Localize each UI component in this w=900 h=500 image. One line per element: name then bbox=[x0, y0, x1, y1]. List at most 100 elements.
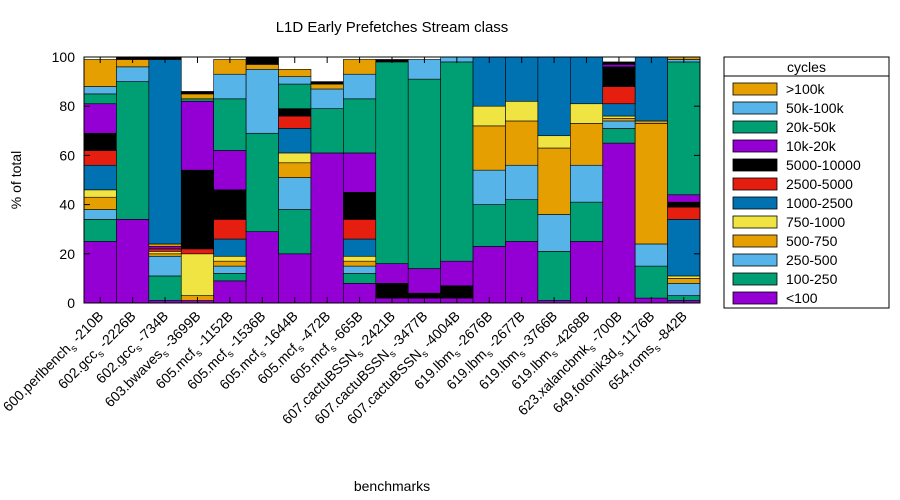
legend-label: 1000-2500 bbox=[786, 195, 853, 211]
bar-segment bbox=[83, 103, 117, 134]
bar-segment bbox=[180, 253, 214, 296]
bar-segment bbox=[667, 61, 701, 196]
bar-segment bbox=[472, 169, 506, 205]
bar-segment bbox=[343, 260, 377, 267]
bar-segment bbox=[83, 59, 117, 87]
bar-segment bbox=[278, 115, 312, 129]
bar-segment bbox=[278, 83, 312, 109]
bar-segment bbox=[570, 164, 604, 203]
bar-segment bbox=[505, 241, 539, 304]
bar-segment bbox=[278, 209, 312, 255]
bar-segment bbox=[278, 76, 312, 85]
bar-segment bbox=[116, 219, 150, 304]
bar-segment bbox=[213, 255, 247, 262]
bar-segment bbox=[148, 255, 182, 277]
bar-segment bbox=[472, 246, 506, 304]
legend-label: >100k bbox=[786, 81, 826, 97]
legend-swatch bbox=[732, 234, 778, 248]
bar-segment bbox=[148, 243, 182, 247]
bar-segment bbox=[343, 238, 377, 257]
bar-segment bbox=[375, 283, 409, 299]
legend-label: 10k-20k bbox=[786, 138, 837, 154]
bar-segment bbox=[570, 123, 604, 166]
legend-label: 500-750 bbox=[786, 233, 838, 249]
bar-segment bbox=[180, 93, 214, 100]
bar-segment bbox=[472, 204, 506, 247]
bar-segment bbox=[245, 69, 279, 134]
bar-segment bbox=[148, 246, 182, 250]
bar-segment bbox=[667, 275, 701, 279]
bar-segment bbox=[375, 61, 409, 264]
bar-segment bbox=[667, 194, 701, 203]
x-axis-label: benchmarks bbox=[354, 478, 430, 494]
bar-segment bbox=[407, 268, 441, 294]
bar-segment bbox=[278, 69, 312, 77]
legend-swatch bbox=[732, 101, 778, 115]
bar-segment bbox=[278, 162, 312, 178]
bar-segment bbox=[245, 231, 279, 304]
bar-segment bbox=[602, 118, 636, 122]
bar-segment bbox=[602, 86, 636, 105]
bar-segment bbox=[83, 196, 117, 210]
bar-segment bbox=[83, 132, 117, 151]
bar-segment bbox=[180, 98, 214, 102]
bar-segment bbox=[310, 83, 344, 90]
bar-segment bbox=[343, 192, 377, 220]
bar-segment bbox=[213, 260, 247, 267]
legend-swatch bbox=[732, 177, 778, 191]
bar-segment bbox=[472, 56, 506, 107]
legend-label: <100 bbox=[786, 290, 818, 306]
bar-segment bbox=[440, 285, 474, 299]
bar-segment bbox=[245, 132, 279, 232]
bar-segment bbox=[343, 73, 377, 100]
legend-swatch bbox=[732, 272, 778, 286]
bar-segment bbox=[278, 177, 312, 210]
bar-segment bbox=[537, 56, 571, 137]
bar-segment bbox=[83, 164, 117, 191]
legend-label: 50k-100k bbox=[786, 100, 845, 116]
bar-segment bbox=[180, 169, 214, 250]
y-tick-label: 80 bbox=[59, 98, 75, 114]
bar-segment bbox=[602, 142, 636, 304]
legend-swatch bbox=[732, 82, 778, 96]
legend-label: 5000-10000 bbox=[786, 157, 861, 173]
bar-segment bbox=[343, 219, 377, 240]
legend-label: 250-500 bbox=[786, 252, 838, 268]
bar-segment bbox=[83, 209, 117, 220]
y-tick-label: 40 bbox=[59, 197, 75, 213]
bar-segment bbox=[83, 150, 117, 166]
bar-segment bbox=[375, 263, 409, 284]
bar-segment bbox=[634, 56, 668, 122]
y-tick-label: 60 bbox=[59, 147, 75, 163]
bar-segment bbox=[472, 125, 506, 171]
bar-segment bbox=[310, 108, 344, 154]
legend-swatch bbox=[732, 139, 778, 153]
bar-segment bbox=[505, 164, 539, 200]
bar-segment bbox=[83, 86, 117, 95]
y-tick-label: 0 bbox=[67, 295, 75, 311]
bar-segment bbox=[667, 278, 701, 284]
bar-segment bbox=[407, 78, 441, 269]
bar-segment bbox=[278, 108, 312, 117]
bar-segment bbox=[213, 73, 247, 100]
bar-segment bbox=[570, 241, 604, 304]
bar-segment bbox=[310, 88, 344, 109]
bar-segment bbox=[537, 147, 571, 215]
bar-segment bbox=[116, 81, 150, 220]
bar-segment bbox=[213, 189, 247, 220]
bar-segment bbox=[634, 265, 668, 299]
bar-segment bbox=[634, 123, 668, 245]
bar-segment bbox=[213, 98, 247, 151]
bar-segment bbox=[343, 152, 377, 193]
bar-segment bbox=[602, 103, 636, 117]
y-axis-label: % of total bbox=[8, 151, 24, 209]
bar-segment bbox=[634, 243, 668, 267]
bar-segment bbox=[83, 93, 117, 105]
bar-segment bbox=[278, 128, 312, 154]
bar-segment bbox=[83, 241, 117, 304]
bar-segment bbox=[667, 219, 701, 277]
legend-swatch bbox=[732, 291, 778, 305]
bar-segment bbox=[602, 66, 636, 87]
